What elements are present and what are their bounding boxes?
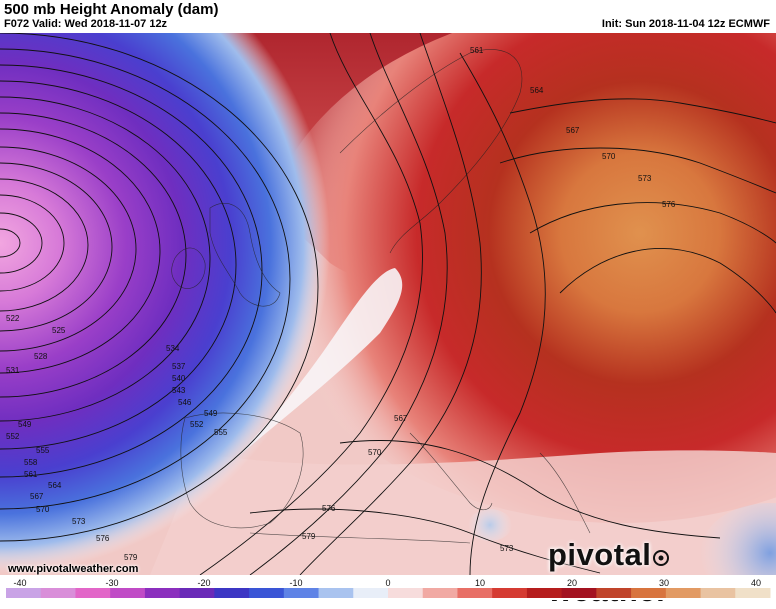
contour-label: 540 [172, 374, 186, 383]
colorbar-swatch [179, 588, 215, 598]
contour-label: 525 [52, 326, 66, 335]
colorbar-tick-label: 30 [659, 578, 669, 588]
colorbar-swatch [735, 588, 771, 598]
colorbar-canvas: -40 -30 -20 -10 0 10 20 30 40 [6, 578, 771, 598]
colorbar: -40 -30 -20 -10 0 10 20 30 40 [0, 575, 776, 600]
colorbar-swatch [214, 588, 250, 598]
colorbar-swatch [492, 588, 528, 598]
anomaly-map: 522 525 528 531 534 537 540 543 546 549 … [0, 33, 776, 575]
colorbar-swatch [665, 588, 702, 598]
height-contours-west [0, 33, 319, 542]
colorbar-swatch [6, 588, 42, 598]
header: 500 mb Height Anomaly (dam) F072 Valid: … [0, 0, 776, 33]
contour-label: 570 [368, 448, 382, 457]
colorbar-swatch [700, 588, 736, 598]
contour-label: 528 [34, 352, 48, 361]
colorbar-tick-label: -20 [197, 578, 210, 588]
colorbar-swatch [631, 588, 667, 598]
contour-label: 555 [36, 446, 50, 455]
contour-label: 552 [190, 420, 204, 429]
coastlines [171, 49, 591, 544]
contour-label: 534 [166, 344, 180, 353]
colorbar-swatch [283, 588, 320, 598]
contour-label: 573 [72, 517, 86, 526]
contour-label: 549 [18, 420, 32, 429]
contour-label: 570 [602, 152, 616, 161]
contour-label: 576 [662, 200, 676, 209]
contour-label: 573 [638, 174, 652, 183]
colorbar-swatch [40, 588, 76, 598]
contour-label: 564 [48, 481, 62, 490]
website-watermark: www.pivotalweather.com [8, 563, 139, 575]
contour-label: 567 [394, 414, 408, 423]
contour-label: 564 [530, 86, 544, 95]
contour-label: 537 [172, 362, 186, 371]
colorbar-swatch [561, 588, 597, 598]
colorbar-tick-label: 20 [567, 578, 577, 588]
colorbar-swatch [422, 588, 458, 598]
contour-label: 555 [214, 428, 228, 437]
contour-label: 558 [24, 458, 38, 467]
contour-label: 546 [178, 398, 192, 407]
map-title: 500 mb Height Anomaly (dam) [4, 1, 219, 18]
colorbar-swatch [457, 588, 493, 598]
contour-label: 573 [500, 544, 514, 553]
brand-dot-icon [653, 538, 670, 566]
colorbar-tick-label: -30 [105, 578, 118, 588]
contour-label: 579 [124, 553, 138, 562]
colorbar-swatch [75, 588, 111, 598]
map-canvas: 522 525 528 531 534 537 540 543 546 549 … [0, 33, 776, 575]
colorbar-swatch [144, 588, 181, 598]
colorbar-swatch [596, 588, 632, 598]
colorbar-swatch [388, 588, 424, 598]
colorbar-tick-label: 40 [751, 578, 761, 588]
colorbar-tick-label: -10 [289, 578, 302, 588]
contour-label: 579 [302, 532, 316, 541]
init-time: Init: Sun 2018-11-04 12z ECMWF [601, 18, 770, 30]
colorbar-tick-label: -40 [13, 578, 26, 588]
contour-label: 570 [36, 505, 50, 514]
contour-label: 531 [6, 366, 20, 375]
colorbar-swatch [318, 588, 354, 598]
contour-label: 567 [566, 126, 580, 135]
contour-label: 549 [204, 409, 218, 418]
contour-label: 567 [30, 492, 44, 501]
valid-time: F072 Valid: Wed 2018-11-07 12z [4, 18, 168, 30]
contour-label: 576 [322, 504, 336, 513]
colorbar-tick-label: 10 [475, 578, 485, 588]
contour-labels: 522 525 528 531 534 537 540 543 546 549 … [6, 46, 676, 562]
contour-label: 552 [6, 432, 20, 441]
colorbar-swatch [353, 588, 389, 598]
brand-left-text: pivotal [548, 537, 652, 572]
colorbar-swatch [526, 588, 563, 598]
colorbar-tick-label: 0 [385, 578, 390, 588]
height-contours-europe [199, 33, 776, 575]
colorbar-swatch [249, 588, 285, 598]
colorbar-swatch [110, 588, 146, 598]
contour-label: 543 [172, 386, 186, 395]
contour-label: 522 [6, 314, 20, 323]
contour-label: 561 [470, 46, 484, 55]
contour-label: 561 [24, 470, 38, 479]
contour-label: 576 [96, 534, 110, 543]
